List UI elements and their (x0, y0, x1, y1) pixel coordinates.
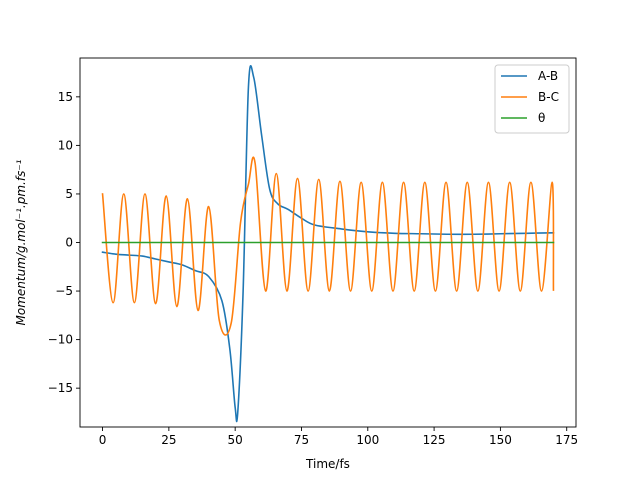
y-tick-label: 0 (65, 236, 73, 250)
x-tick-label: 125 (423, 433, 446, 447)
y-tick-label: −10 (48, 333, 73, 347)
x-tick-label: 75 (294, 433, 309, 447)
legend-label-2: B-C (538, 90, 559, 104)
x-tick-label: 0 (99, 433, 107, 447)
legend-box (494, 64, 570, 134)
x-tick-label: 175 (555, 433, 578, 447)
legend-label-3: θ (538, 111, 545, 125)
legend-label-1: A-B (538, 69, 558, 83)
y-tick-label: 15 (58, 90, 73, 104)
x-tick-label: 25 (161, 433, 176, 447)
legend: A-B B-C θ (494, 64, 570, 134)
x-tick-label: 50 (228, 433, 243, 447)
axes-layer: 0 25 50 75 100 125 150 175 −15 −10 −5 0 5 10 15 (48, 57, 578, 447)
series-line-2 (101, 156, 555, 336)
y-axis-label: Momentum/g.mol⁻¹.pm.fs⁻¹ (14, 159, 28, 325)
x-tick-label: 150 (489, 433, 512, 447)
x-axis-label: Time/fs (305, 457, 350, 471)
y-tick-label: 10 (58, 138, 73, 152)
series-layer (101, 65, 555, 423)
y-tick-label: −15 (48, 381, 73, 395)
series-line-1 (101, 65, 555, 423)
x-tick-label: 100 (356, 433, 379, 447)
y-tick-label: −5 (55, 284, 73, 298)
y-tick-label: 5 (65, 187, 73, 201)
